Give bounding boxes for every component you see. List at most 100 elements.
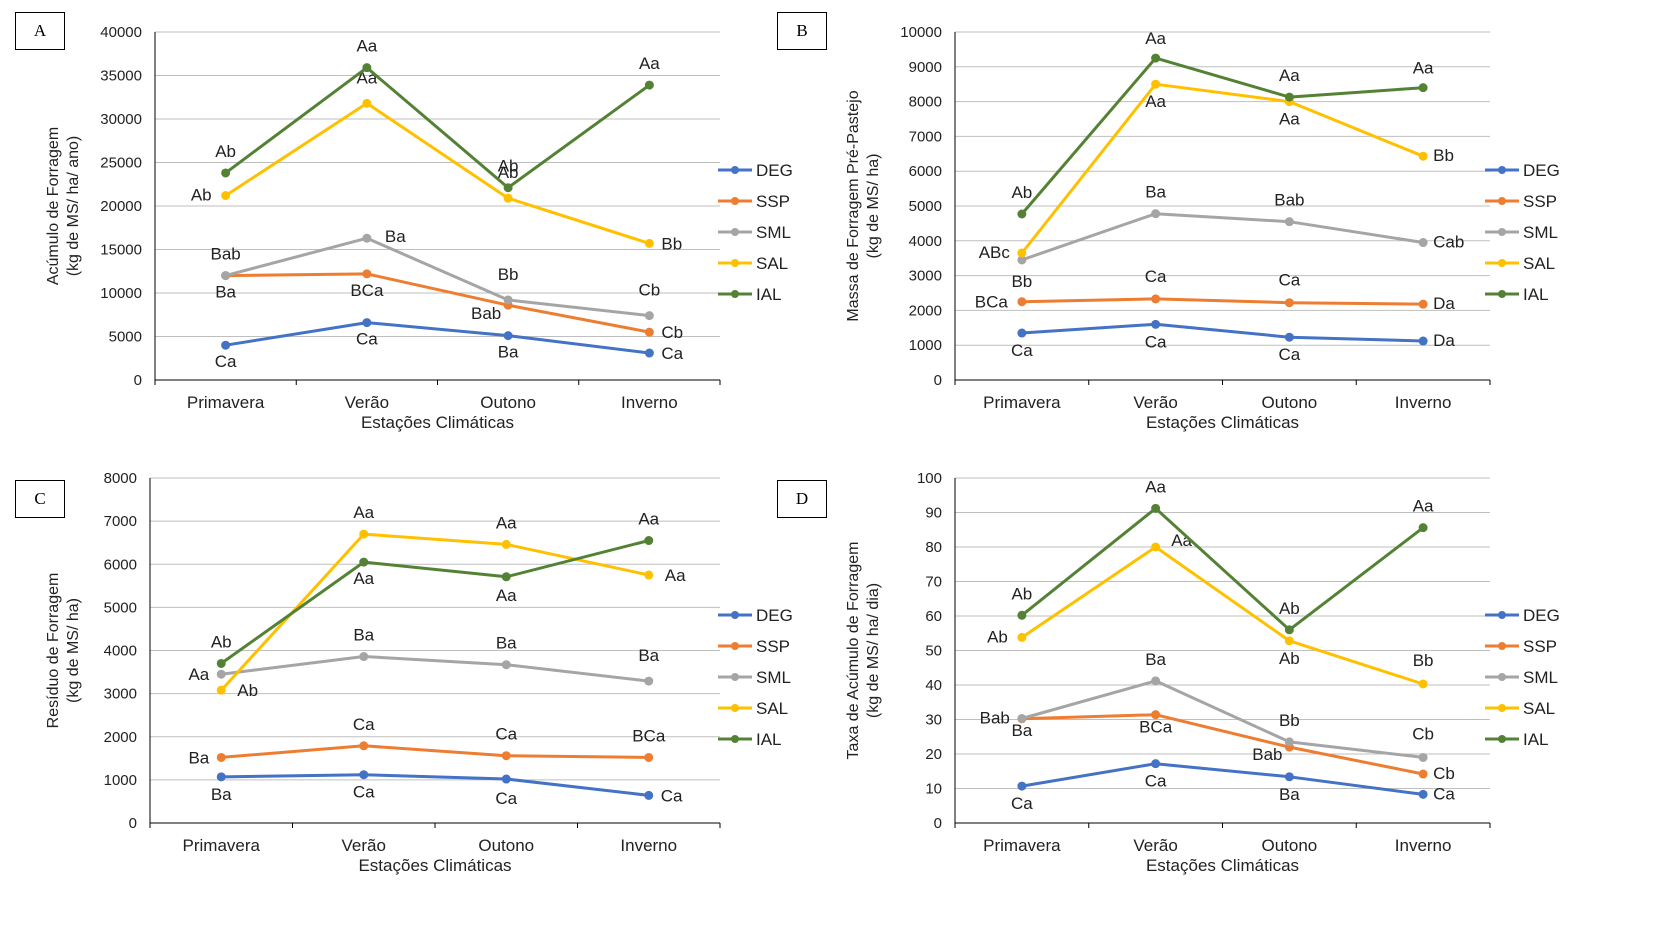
data-label-ssp: Ca [1145, 267, 1167, 286]
data-label-ial: Aa [638, 510, 659, 529]
legend-marker-sml [731, 228, 739, 236]
data-label-sml: Cab [1433, 233, 1464, 252]
data-point-ssp [1418, 299, 1428, 309]
data-point-ial [1418, 523, 1428, 533]
series-line-ial [220, 539, 650, 665]
data-label-sml: Bb [1011, 272, 1032, 291]
data-label-ssp: Ba [215, 283, 236, 302]
y-tick-label: 1000 [909, 337, 942, 354]
panel-a: 0 5000 10000 15000 20000 25000 30000 35000 40000… [0, 0, 830, 464]
legend-label-sml: SML [756, 668, 791, 687]
data-point-ial [1151, 53, 1161, 63]
y-tick-label: 4000 [104, 643, 137, 660]
data-point-ial [1284, 625, 1294, 635]
y-axis-subtitle: (kg de MS/ ha/ ano) [65, 136, 82, 277]
y-tick-label: 20000 [100, 198, 142, 215]
data-point-sml [1017, 713, 1027, 723]
data-point-deg [216, 772, 226, 782]
x-axis-title: Estações Climáticas [358, 856, 511, 875]
legend-marker-ial [1498, 735, 1506, 743]
data-label-ial: Ab [1011, 183, 1032, 202]
chart-b-svg: 0 1000 2000 3000 4000 5000 6000 7000 8000 9000 100… [845, 24, 1560, 432]
data-label-ssp: Ba [188, 748, 209, 767]
data-label-ssp: BCa [350, 281, 384, 300]
legend-label-sal: SAL [1523, 699, 1555, 718]
data-point-ial [359, 557, 369, 567]
x-axis-title: Estações Climáticas [1146, 413, 1299, 432]
data-label-ial: Aa [1145, 29, 1166, 48]
panel-letter-a: A [15, 12, 65, 50]
data-point-sml [501, 660, 511, 670]
data-label-sal: Bb [661, 234, 682, 253]
data-point-sml [1151, 676, 1161, 686]
data-label-deg: Ca [661, 786, 683, 805]
data-point-deg [1017, 781, 1027, 791]
series-line-sml [225, 236, 650, 318]
data-label-ial: Ab [211, 632, 232, 651]
x-tick-label: Outono [478, 836, 534, 855]
y-tick-label: 20 [925, 746, 942, 763]
series-line-ial [224, 66, 651, 190]
data-label-sal: Ab [498, 163, 519, 182]
data-label-sml: Ba [353, 626, 374, 645]
data-point-sal [1017, 632, 1027, 642]
y-axis-title: Taxa de Acúmulo de Forragem [845, 542, 862, 760]
y-tick-label: 5000 [909, 198, 942, 215]
data-label-deg: Ca [1433, 784, 1455, 803]
data-label-sml: Ba [385, 227, 406, 246]
data-label-deg: Ca [1011, 341, 1033, 360]
legend-label-ial: IAL [756, 730, 782, 749]
legend-marker-ial [731, 735, 739, 743]
data-label-ssp: Bab [471, 304, 501, 323]
y-tick-label: 0 [934, 372, 942, 389]
data-label-ial: Aa [1145, 477, 1166, 496]
data-point-sal [359, 529, 369, 539]
series-line-sal [1021, 545, 1424, 686]
data-point-ssp [216, 752, 226, 762]
x-axis-title: Estações Climáticas [361, 413, 514, 432]
data-label-ssp: Ca [1279, 271, 1301, 290]
legend-label-ial: IAL [1523, 285, 1549, 304]
series-line-ssp [1021, 297, 1424, 306]
series-line-sml [221, 655, 649, 683]
y-tick-label: 6000 [909, 163, 942, 180]
y-tick-label: 3000 [909, 268, 942, 285]
data-label-ssp: Ca [353, 715, 375, 734]
legend-label-ssp: SSP [756, 637, 790, 656]
data-point-deg [1284, 772, 1294, 782]
legend-marker-deg [731, 166, 739, 174]
data-label-sml: Cb [1412, 724, 1434, 743]
legend-marker-ial [731, 290, 739, 298]
y-tick-label: 7000 [104, 513, 137, 530]
data-point-deg [1151, 319, 1161, 329]
data-label-sal: Aa [665, 566, 686, 585]
x-tick-label: Verão [342, 836, 386, 855]
data-point-deg [359, 770, 369, 780]
y-axis-subtitle: (kg de MS/ ha) [865, 154, 882, 259]
data-label-ial: Aa [353, 569, 374, 588]
data-label-sml: Bb [1279, 711, 1300, 730]
data-point-deg [1017, 328, 1027, 338]
chart-d-svg: 0 10 20 30 40 50 60 70 80 90 100 Primavera Verão Outo… [845, 470, 1560, 875]
series-line-deg [1021, 322, 1424, 343]
data-label-sal: Bb [1413, 651, 1434, 670]
legend-marker-sal [731, 704, 739, 712]
x-tick-label: Primavera [983, 836, 1061, 855]
data-label-deg: Ca [353, 783, 375, 802]
data-point-ial [362, 63, 372, 73]
x-tick-label: Verão [345, 393, 389, 412]
data-label-ial: Ab [1011, 584, 1032, 603]
series-line-sml [1021, 679, 1424, 759]
series-line-deg [225, 321, 650, 355]
data-point-deg [503, 331, 513, 341]
y-tick-label: 8000 [104, 470, 137, 487]
legend-label-deg: DEG [1523, 606, 1560, 625]
legend-marker-sal [1498, 704, 1506, 712]
y-tick-label: 6000 [104, 556, 137, 573]
data-label-sml: Cb [639, 281, 661, 300]
data-point-sal [1151, 542, 1161, 552]
legend-marker-sal [731, 259, 739, 267]
y-tick-label: 15000 [100, 242, 142, 259]
panel-letter-b: B [777, 12, 827, 50]
y-tick-label: 3000 [104, 686, 137, 703]
